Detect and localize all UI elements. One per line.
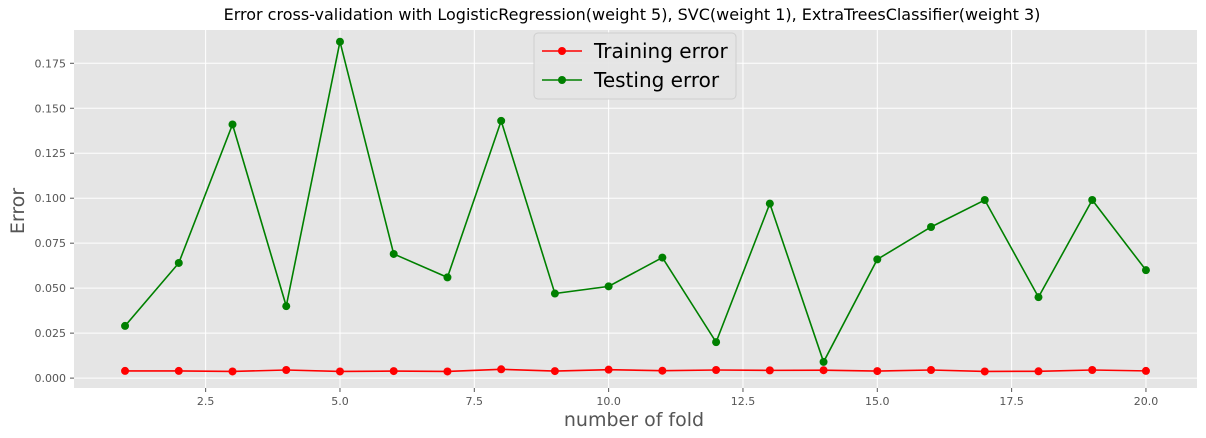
data-point-testing-error <box>174 258 183 267</box>
data-point-testing-error <box>282 302 291 311</box>
series-training-error <box>121 365 1150 376</box>
series-layer <box>121 37 1150 376</box>
data-point-training-error <box>282 366 291 375</box>
legend: Training error Testing error <box>533 32 737 100</box>
y-tick-label: 0.000 <box>35 372 67 385</box>
data-point-training-error <box>1034 367 1043 376</box>
grid-lines <box>74 30 1197 388</box>
data-point-training-error <box>174 366 183 375</box>
data-point-testing-error <box>927 222 936 231</box>
data-point-testing-error <box>121 321 130 330</box>
y-tick-label: 0.100 <box>35 192 67 205</box>
y-tick-label: 0.150 <box>35 102 67 115</box>
x-tick-label: 7.5 <box>466 395 484 408</box>
legend-label-testing-error: Testing error <box>593 68 720 92</box>
series-line-testing-error <box>124 41 1147 364</box>
data-point-training-error <box>765 366 774 375</box>
data-point-testing-error <box>497 116 506 125</box>
data-point-training-error <box>389 367 398 376</box>
y-tick-label: 0.025 <box>35 327 67 340</box>
x-tick-label: 2.5 <box>197 395 215 408</box>
data-point-training-error <box>497 365 506 374</box>
data-point-training-error <box>873 367 882 376</box>
y-tick-label: 0.075 <box>35 237 67 250</box>
x-tick-label: 17.5 <box>999 395 1024 408</box>
y-axis: 0.000 0.025 0.050 0.075 0.100 0.125 0.150 0.175 <box>35 57 74 385</box>
x-tick-label: 20.0 <box>1134 395 1159 408</box>
data-point-testing-error <box>389 249 398 258</box>
y-tick-label: 0.175 <box>35 57 67 70</box>
data-point-training-error <box>604 365 613 374</box>
data-point-training-error <box>819 366 828 375</box>
x-tick-label: 15.0 <box>865 395 890 408</box>
legend-marker-training-error <box>558 47 566 55</box>
legend-label-training-error: Training error <box>593 39 728 63</box>
x-axis-title: number of fold <box>564 409 704 431</box>
data-point-training-error <box>335 367 344 376</box>
x-tick-label: 5.0 <box>331 395 349 408</box>
series-testing-error <box>121 37 1150 366</box>
legend-box <box>533 32 737 100</box>
data-point-testing-error <box>873 255 882 264</box>
data-point-training-error <box>980 367 989 376</box>
data-point-testing-error <box>335 37 344 46</box>
data-point-training-error <box>443 367 452 376</box>
data-point-training-error <box>927 366 936 375</box>
series-line-training-error <box>125 368 1146 373</box>
data-point-testing-error <box>658 253 667 262</box>
x-tick-label: 10.0 <box>596 395 621 408</box>
data-point-training-error <box>550 367 559 376</box>
x-axis: 2.5 5.0 7.5 10.0 12.5 15.0 17.5 20.0 <box>197 388 1158 408</box>
data-point-testing-error <box>550 289 559 298</box>
data-point-training-error <box>712 366 721 375</box>
data-point-testing-error <box>1034 293 1043 302</box>
chart-title: Error cross-validation with LogisticRegr… <box>224 5 1041 24</box>
data-point-testing-error <box>1088 196 1097 205</box>
data-point-testing-error <box>228 120 237 129</box>
x-tick-label: 12.5 <box>731 395 756 408</box>
y-tick-label: 0.125 <box>35 147 67 160</box>
data-point-training-error <box>1141 366 1150 375</box>
legend-marker-testing-error <box>558 76 566 84</box>
y-axis-title: Error <box>7 188 29 235</box>
data-point-training-error <box>1088 366 1097 375</box>
data-point-testing-error <box>980 196 989 205</box>
data-point-training-error <box>228 367 237 376</box>
y-tick-label: 0.050 <box>35 282 67 295</box>
data-point-testing-error <box>819 357 828 366</box>
data-point-testing-error <box>765 199 774 208</box>
data-point-training-error <box>121 366 130 375</box>
data-point-training-error <box>658 366 667 375</box>
data-point-testing-error <box>604 282 613 291</box>
data-point-testing-error <box>1141 266 1150 275</box>
data-point-testing-error <box>443 273 452 282</box>
data-point-testing-error <box>712 338 721 347</box>
